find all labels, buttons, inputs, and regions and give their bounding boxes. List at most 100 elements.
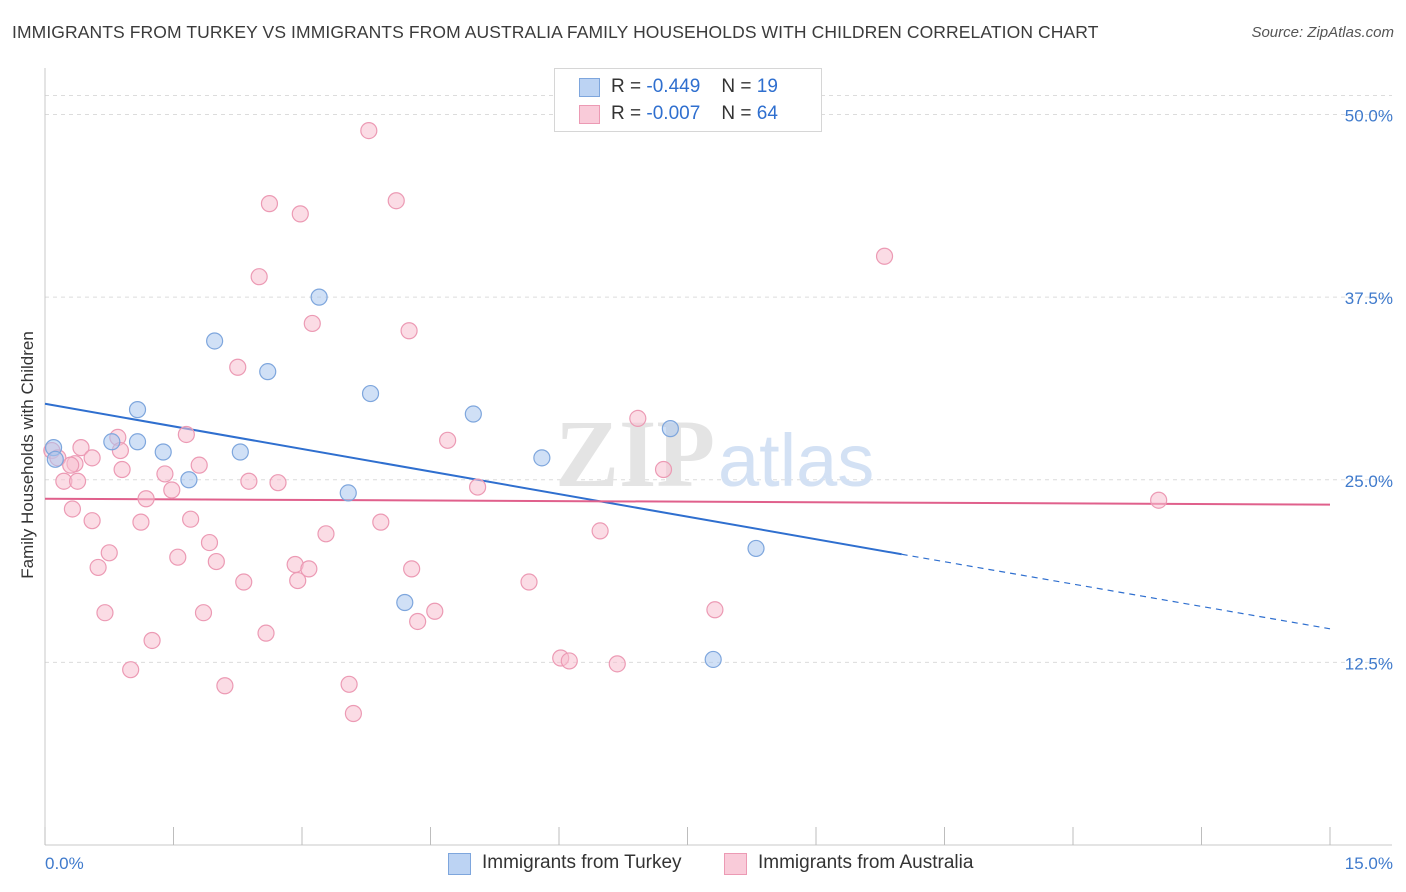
- legend-n-turkey: 19: [756, 76, 778, 97]
- legend-r-label: R =: [611, 76, 642, 97]
- x-tick-label: 0.0%: [45, 854, 84, 873]
- turkey-point: [661, 420, 679, 438]
- turkey-point: [533, 449, 551, 467]
- x-tick-label: 15.0%: [1345, 854, 1393, 873]
- australia-point: [591, 522, 609, 540]
- watermark-atlas: atlas: [718, 419, 874, 502]
- australia-point: [72, 439, 90, 457]
- australia-point: [317, 525, 335, 543]
- turkey-point: [339, 484, 357, 502]
- turkey-point: [128, 433, 147, 451]
- turkey-point: [154, 443, 172, 461]
- turkey-point: [46, 450, 64, 468]
- australia-point: [62, 456, 80, 474]
- australia-point: [340, 675, 358, 693]
- australia-point: [387, 192, 405, 210]
- legend-swatch-turkey: [579, 78, 600, 97]
- australia-point: [194, 604, 213, 622]
- australia-point: [100, 544, 118, 562]
- australia-point: [229, 358, 247, 376]
- turkey-point: [310, 288, 328, 306]
- australia-point: [1150, 491, 1168, 509]
- australia-point: [706, 601, 724, 619]
- legend-swatch-australia: [579, 105, 600, 124]
- australia-point: [96, 604, 114, 622]
- australia-point: [250, 268, 268, 286]
- australia-point: [143, 631, 161, 650]
- australia-point: [654, 460, 673, 479]
- australia-point: [156, 465, 174, 483]
- australia-point: [439, 431, 457, 449]
- chart-title: IMMIGRANTS FROM TURKEY VS IMMIGRANTS FRO…: [12, 22, 1099, 42]
- bottom-legend-swatch-australia: [724, 853, 747, 875]
- australia-point: [132, 513, 150, 531]
- australia-point: [403, 560, 421, 578]
- australia-point: [426, 602, 444, 620]
- trend-line-australia: [44, 497, 1331, 506]
- turkey-point: [231, 443, 249, 461]
- australia-point: [177, 425, 195, 444]
- stats-legend: R = -0.449 N = 19 R = -0.007 N = 64: [554, 68, 822, 132]
- australia-point: [344, 704, 362, 723]
- australia-point: [240, 472, 258, 490]
- turkey-point: [103, 433, 121, 451]
- australia-point: [89, 558, 107, 577]
- legend-r-turkey: -0.449: [646, 76, 701, 97]
- y-tick-label: 37.5%: [1345, 289, 1393, 308]
- australia-point: [629, 409, 647, 428]
- australia-point: [260, 195, 279, 213]
- australia-point: [163, 481, 181, 499]
- australia-point: [300, 560, 318, 578]
- bottom-legend-label-turkey: Immigrants from Turkey: [482, 852, 682, 873]
- australia-point: [291, 205, 309, 223]
- australia-point: [169, 548, 187, 566]
- legend-n-australia: 64: [756, 103, 778, 124]
- australia-point: [113, 460, 131, 479]
- data-points: [43, 121, 1168, 723]
- axes: [44, 68, 1392, 846]
- australia-point: [520, 573, 538, 591]
- legend-r-label: R =: [611, 103, 642, 124]
- australia-point: [200, 533, 219, 552]
- australia-point: [289, 571, 307, 590]
- bottom-legend-label-australia: Immigrants from Australia: [758, 852, 974, 873]
- australia-point: [68, 472, 87, 490]
- turkey-point: [180, 471, 198, 489]
- turkey-point: [361, 384, 380, 403]
- australia-point: [137, 490, 155, 508]
- australia-point: [207, 552, 225, 571]
- australia-point: [257, 624, 275, 642]
- y-tick-label: 12.5%: [1345, 654, 1393, 673]
- australia-point: [190, 456, 208, 474]
- australia-point: [63, 500, 82, 518]
- australia-point: [400, 322, 418, 340]
- turkey-point: [128, 401, 147, 419]
- y-tick-label: 50.0%: [1345, 107, 1393, 126]
- australia-point: [560, 652, 578, 670]
- turkey-point: [259, 363, 277, 381]
- turkey-point: [704, 650, 722, 669]
- turkey-point: [206, 332, 224, 350]
- turkey-point: [747, 539, 765, 558]
- australia-point: [360, 121, 378, 140]
- australia-point: [269, 474, 287, 492]
- bottom-legend-swatch-turkey: [448, 853, 471, 875]
- australia-point: [409, 612, 427, 631]
- legend-r-australia: -0.007: [646, 103, 701, 124]
- source-label: Source: ZipAtlas.com: [1251, 24, 1394, 41]
- australia-point: [875, 247, 894, 265]
- australia-point: [608, 655, 626, 673]
- australia-point: [83, 449, 101, 467]
- australia-point: [83, 512, 101, 530]
- australia-point: [303, 314, 321, 333]
- legend-n-label: N =: [721, 76, 752, 97]
- y-axis-label: Family Households with Children: [18, 331, 37, 579]
- turkey-point: [396, 593, 414, 612]
- australia-point: [372, 513, 390, 531]
- legend-n-label: N =: [721, 103, 752, 124]
- australia-point: [469, 478, 487, 496]
- tick-labels: 12.5% 25.0% 37.5% 50.0% 0.0% 15.0%: [45, 107, 1393, 873]
- australia-point: [235, 573, 253, 591]
- y-tick-label: 25.0%: [1345, 472, 1393, 491]
